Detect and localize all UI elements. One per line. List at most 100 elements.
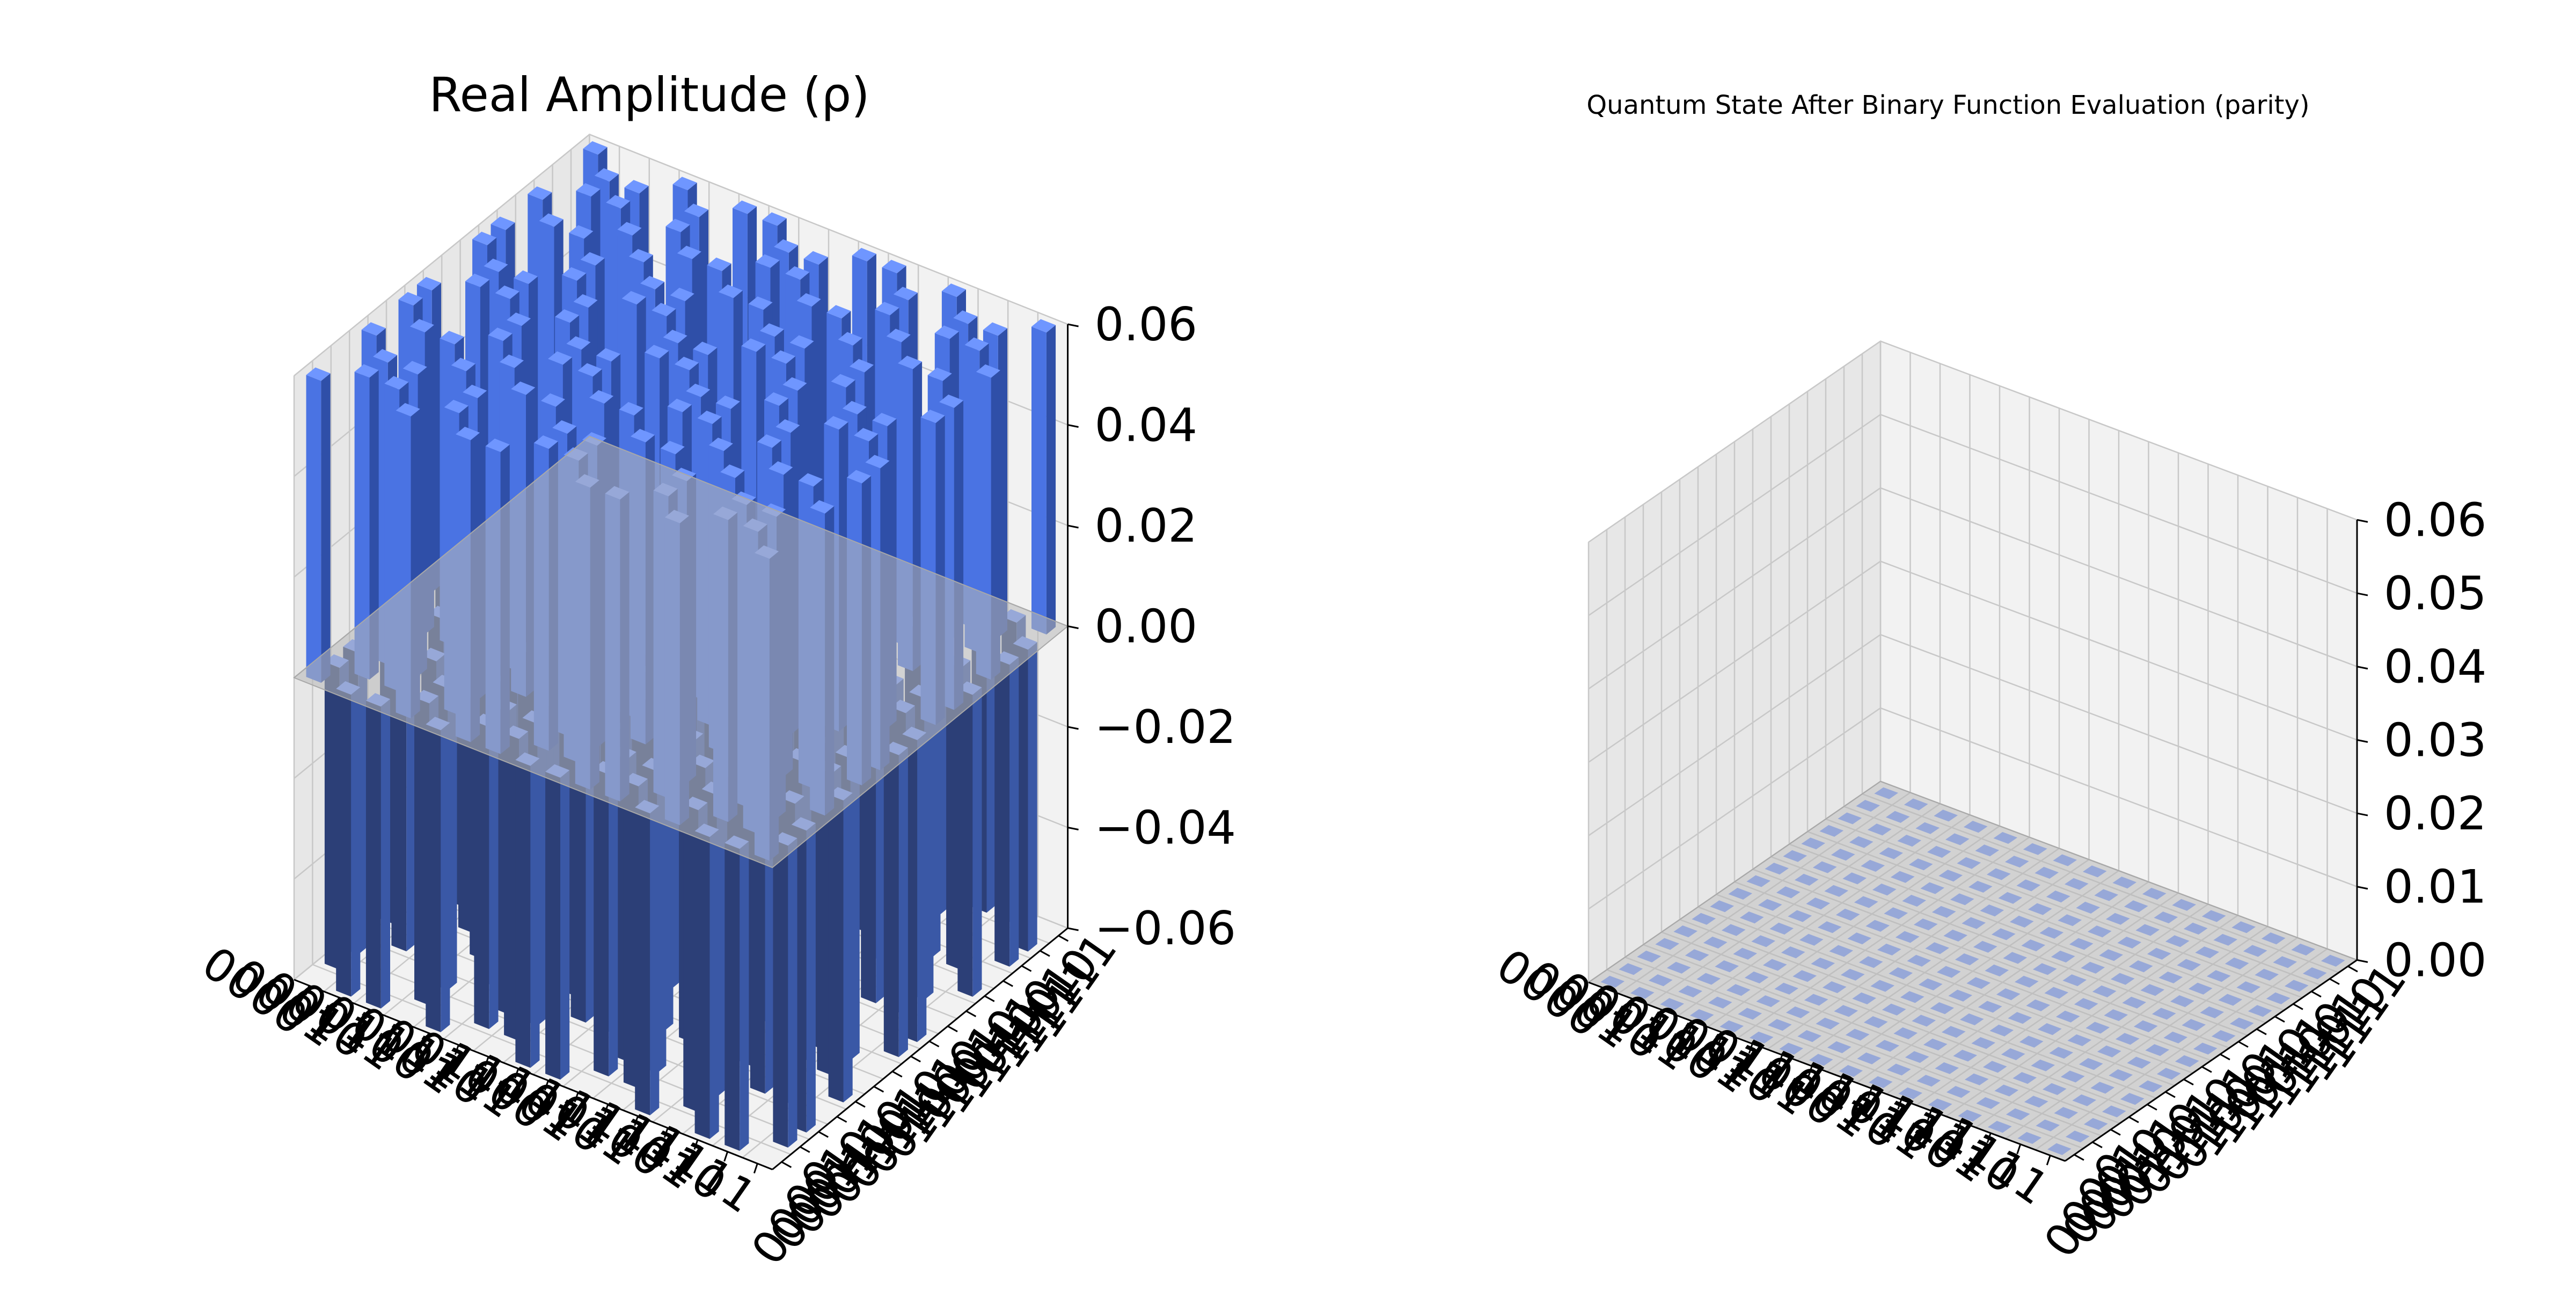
bar-top-face <box>953 310 978 324</box>
bar-top-face <box>444 399 469 413</box>
grid-line-z <box>1588 707 1881 910</box>
bar-top-face <box>893 287 918 301</box>
bar-top-face <box>886 329 911 342</box>
bar-top-face <box>875 302 899 316</box>
bar-1001-0001 <box>594 761 618 1077</box>
y-tick <box>2274 1016 2285 1023</box>
z-tick <box>2357 592 2368 596</box>
bar-side-face <box>609 767 618 1077</box>
chart-title-parity-state: Quantum State After Binary Function Eval… <box>1586 90 2309 120</box>
grid-line-z <box>1588 414 1881 616</box>
bar-front-face <box>504 733 519 1041</box>
bar-top-face <box>764 392 789 406</box>
bar-top-face <box>652 303 676 317</box>
bar-side-face <box>489 719 499 1029</box>
x-tick <box>753 1163 758 1174</box>
bar-front-face <box>994 659 1010 967</box>
bar-top-face <box>451 358 475 371</box>
bar-top-face <box>472 231 497 245</box>
x-tick <box>1718 1032 1724 1043</box>
grid-line-z <box>589 134 1069 325</box>
bar-0001-0000 <box>336 681 361 997</box>
bar-top-face <box>617 222 642 236</box>
bar-1111-0100 <box>828 787 853 1103</box>
y-tick <box>2074 1154 2084 1161</box>
bar-top-face <box>826 305 851 319</box>
bar-side-face <box>448 681 457 990</box>
bar-top-face <box>733 200 757 214</box>
bar-top-face <box>373 349 398 363</box>
bar-top-face <box>576 183 601 197</box>
grid-line-z <box>1880 560 2358 741</box>
x-tick <box>693 1139 699 1150</box>
z-tick-label: 0.04 <box>1095 399 1197 453</box>
bar-0010-0000 <box>365 693 390 1009</box>
grid-line-z <box>1880 707 2358 887</box>
bar-top-face <box>539 213 564 227</box>
bar-top-face <box>674 356 699 370</box>
bar-top-face <box>507 312 531 326</box>
x-tick <box>723 1151 729 1162</box>
bar-side-face <box>924 690 934 1000</box>
bar-side-face <box>806 823 816 1133</box>
bar-front-face <box>683 804 699 1112</box>
z-tick-label: 0.06 <box>1095 298 1197 352</box>
x-tick <box>663 1127 669 1138</box>
y-tick <box>2329 978 2340 985</box>
x-tick <box>2016 1144 2022 1155</box>
y-tick <box>800 1146 810 1153</box>
bar-top-face <box>693 341 718 355</box>
z-tick <box>2357 739 2368 743</box>
x-tick <box>335 997 340 1008</box>
grid-line-z <box>1880 634 2358 814</box>
bar-top-face <box>934 325 959 339</box>
bar-front-face <box>957 689 973 997</box>
y-tick <box>836 1115 847 1123</box>
y-tick <box>2147 1104 2157 1111</box>
bar-side-face <box>650 806 660 1115</box>
bar-top-face <box>831 374 855 388</box>
bar-front-face <box>354 371 370 680</box>
z-tick <box>2357 666 2368 670</box>
bar-top-face <box>573 294 598 308</box>
y-tick <box>2165 1091 2176 1098</box>
y-axis-line <box>2065 959 2358 1162</box>
x-tick <box>1688 1021 1694 1032</box>
bar-top-face <box>708 437 733 451</box>
bar-top-face <box>872 413 897 427</box>
x-tick <box>454 1045 459 1055</box>
z-tick-label: 0.04 <box>2384 640 2486 694</box>
y-tick <box>2293 1003 2303 1010</box>
z-tick <box>1067 827 1079 830</box>
x-tick <box>544 1080 549 1091</box>
bar-top-face <box>748 296 773 310</box>
bar-top-face <box>842 400 867 414</box>
z-tick-label: 0.05 <box>2384 567 2486 621</box>
bar-1101-0000 <box>694 823 719 1139</box>
bar-top-face <box>491 216 515 230</box>
bar-top-face <box>774 239 799 253</box>
real-amplitude-3d-bar-plot: 0000000100100011010001010110011110001001… <box>193 133 1236 1274</box>
bar-side-face <box>740 841 749 1151</box>
bar-side-face <box>441 723 450 1032</box>
bar-top-face <box>495 285 519 300</box>
bar-top-face <box>798 473 823 487</box>
bar-top-face <box>665 218 690 232</box>
bar-top-face <box>803 251 828 265</box>
bar-top-face <box>667 398 692 412</box>
bar-top-face <box>583 141 608 155</box>
z-tick <box>2357 519 2368 523</box>
bar-top-face <box>927 367 952 381</box>
bar-top-face <box>941 283 966 297</box>
bar-side-face <box>788 838 797 1148</box>
bar-top-face <box>939 395 964 408</box>
bar-top-face <box>663 330 687 344</box>
bar-top-face <box>785 266 810 280</box>
bar-side-face <box>1046 325 1056 634</box>
bar-front-face <box>594 768 609 1077</box>
y-tick <box>2347 965 2358 973</box>
bar-top-face <box>762 212 787 226</box>
z-tick <box>2357 959 2368 963</box>
bar-top-face <box>718 285 743 298</box>
bar-side-face <box>709 829 719 1139</box>
